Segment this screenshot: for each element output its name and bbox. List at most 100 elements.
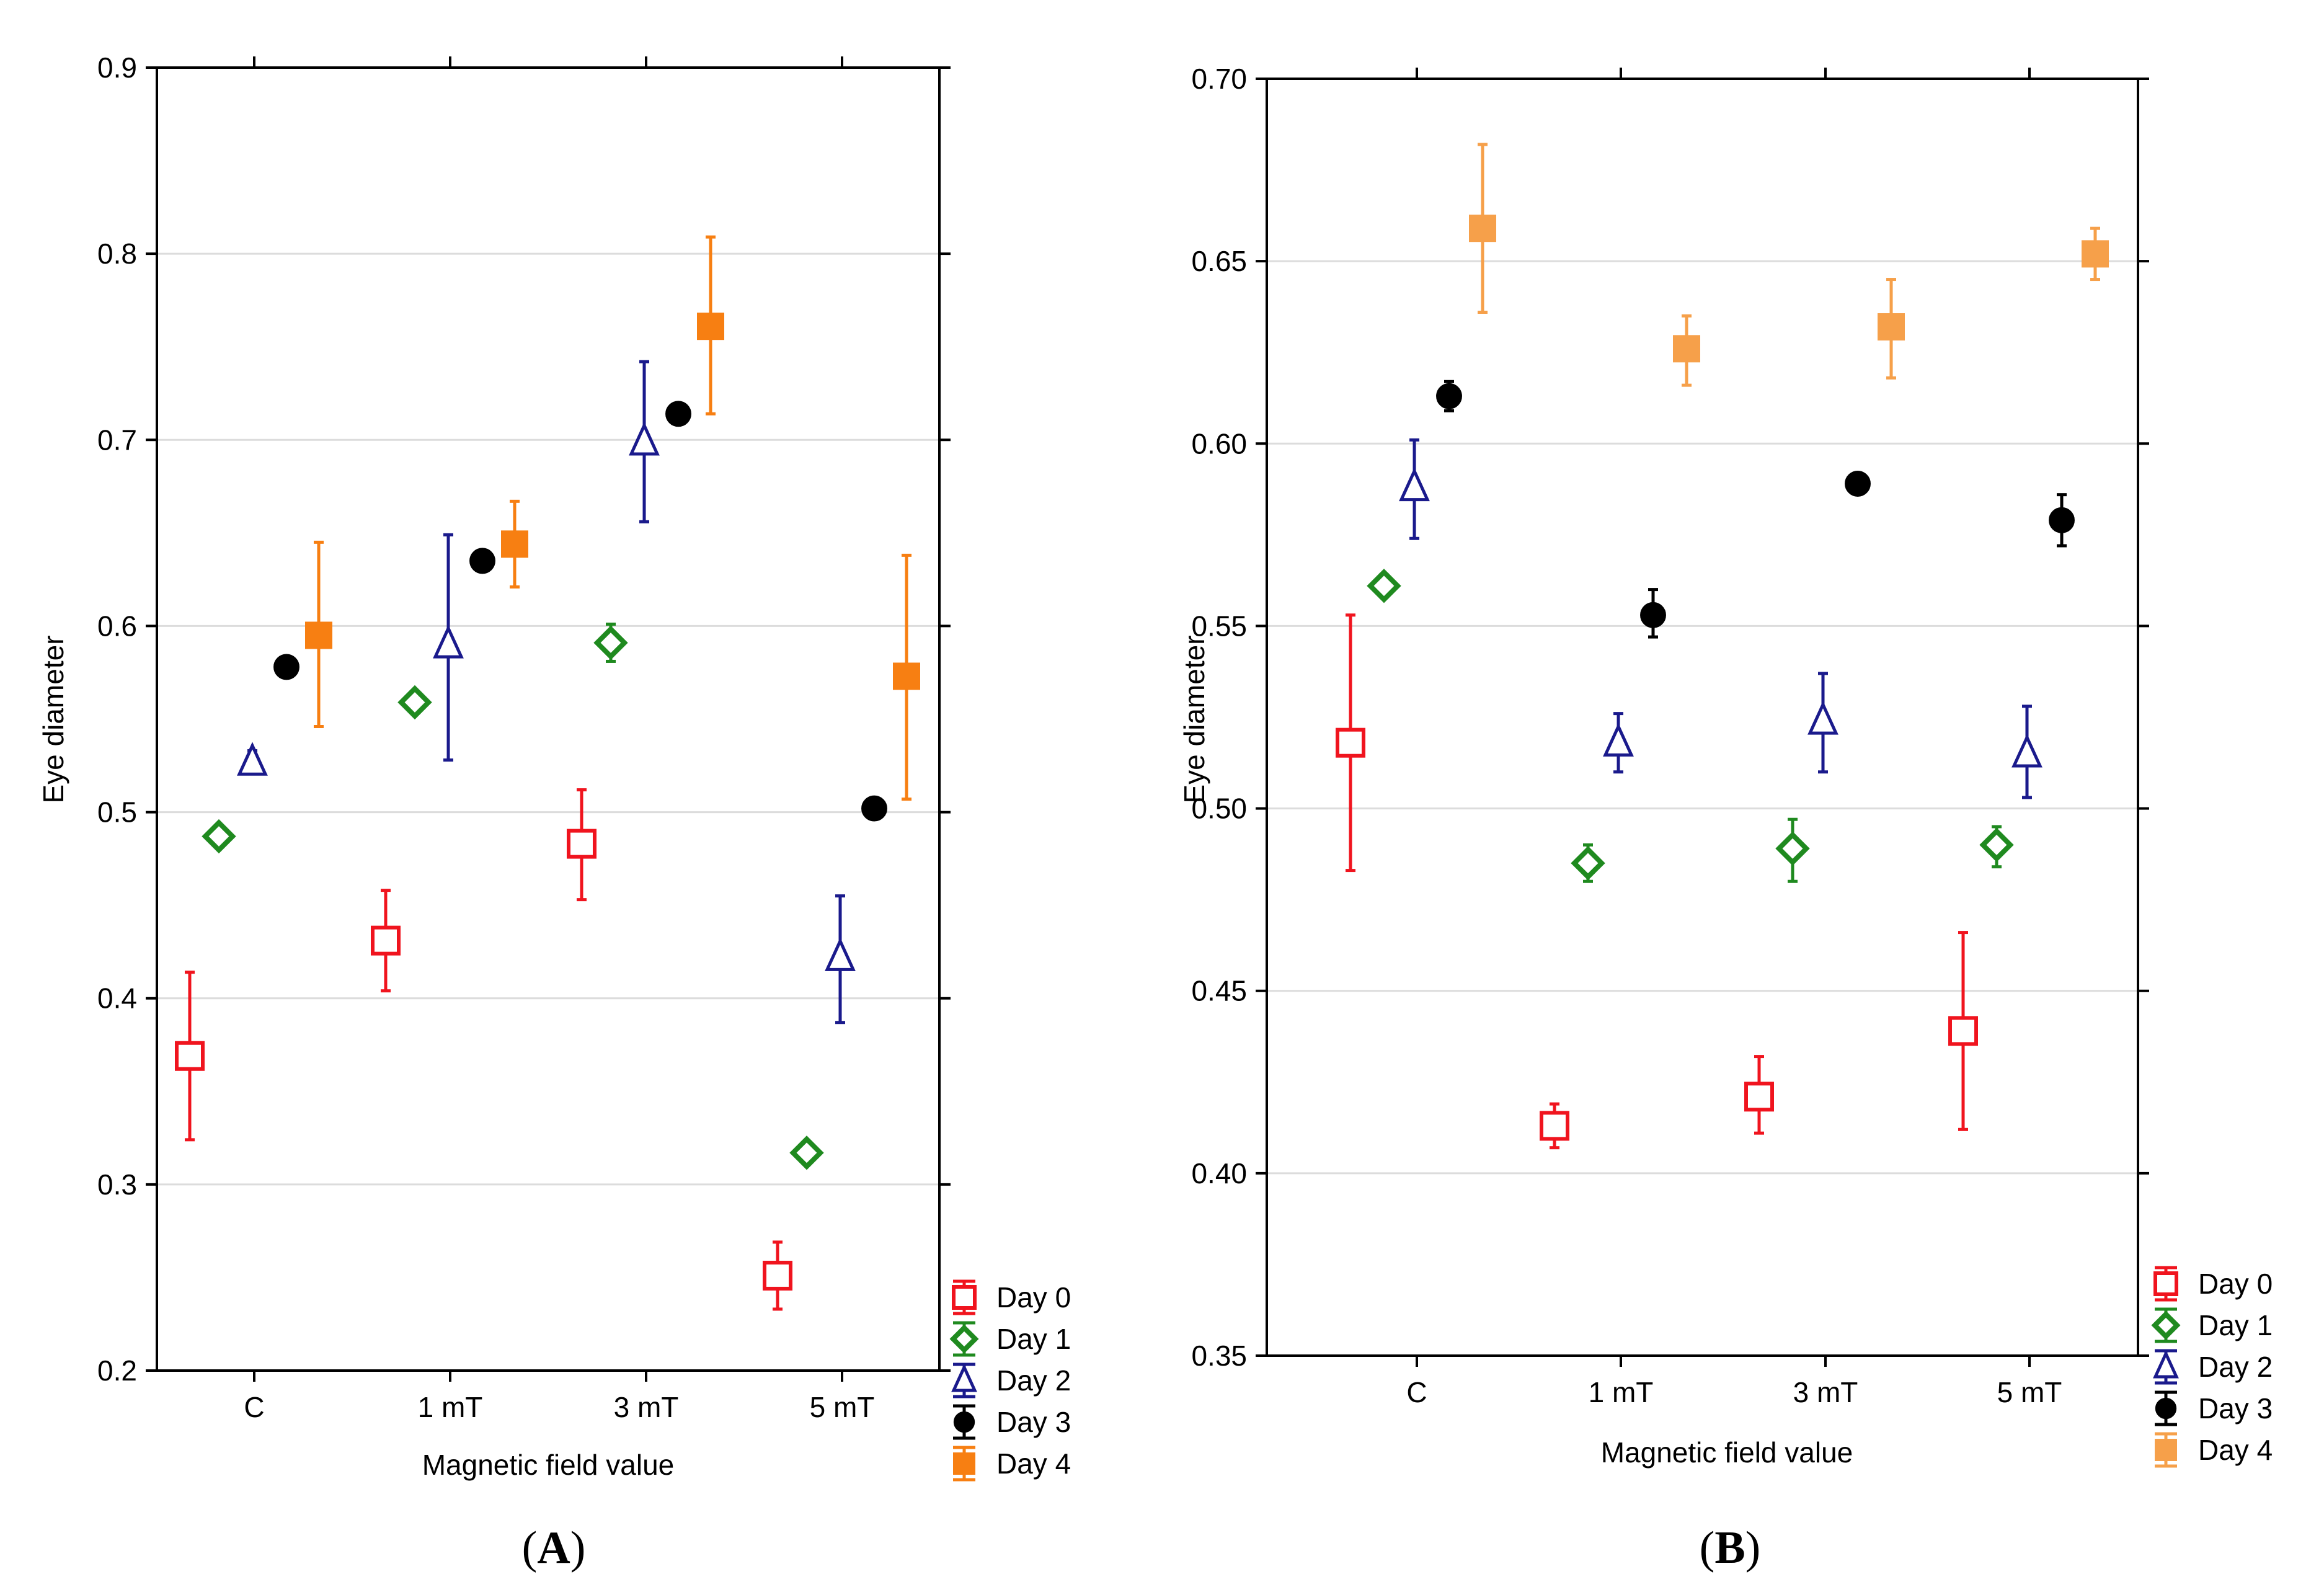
point-b-day-3 (2049, 507, 2075, 533)
y-tick-label-a: 0.9 (97, 51, 137, 84)
grid-lines-b (1267, 260, 2138, 1175)
y-tick-label-b: 0.65 (1191, 245, 1247, 277)
point-b-day-0 (1336, 727, 1365, 758)
legend-marker-a (953, 1452, 975, 1475)
x-tick-label-a: 5 mT (810, 1391, 875, 1423)
x-tick-label-b: C (1406, 1376, 1427, 1408)
point-a-day-4 (697, 313, 724, 340)
y-tick-label-a: 0.5 (97, 796, 137, 829)
y-axis-title-a: Eye diameter (37, 635, 69, 803)
legend-marker-a (953, 1411, 975, 1433)
legend-label-a: Day 0 (996, 1281, 1071, 1314)
data-marks-b (1336, 143, 2109, 1150)
legend-item-a: Day 3 (953, 1404, 1071, 1440)
point-a-day-4 (501, 530, 528, 558)
point-b-day-1 (1571, 846, 1605, 881)
legend-label-b: Day 0 (2198, 1268, 2273, 1300)
point-a-day-4 (893, 662, 920, 690)
x-tick-label-a: 3 mT (614, 1391, 679, 1423)
point-b-day-2 (1399, 467, 1430, 502)
point-b-day-0 (1744, 1082, 1774, 1112)
point-a-day-4 (305, 621, 332, 649)
y-tick-label-a: 0.8 (97, 238, 137, 270)
legend-label-a: Day 4 (996, 1447, 1071, 1480)
chart-panel-b: 0.35 0.40 0.45 0.50 0.55 0.60 0.65 0.70 C 1 mT 3 … (1178, 63, 2273, 1573)
point-a-day-1 (397, 685, 432, 720)
point-b-day-1 (1775, 831, 1810, 866)
point-b-day-2 (1807, 701, 1838, 735)
y-tick-label-b: 0.40 (1191, 1157, 1247, 1189)
point-a-day-0 (371, 925, 401, 956)
point-b-day-4 (1469, 215, 1496, 242)
point-a-day-2 (237, 742, 268, 776)
data-marks-a (175, 235, 920, 1311)
y-tick-label-b: 0.45 (1191, 975, 1247, 1007)
legend-item-a: Day 2 (951, 1363, 1071, 1398)
y-tick-label-b: 0.50 (1191, 793, 1247, 825)
point-a-day-3 (665, 401, 691, 427)
point-a-day-3 (273, 654, 299, 680)
point-a-day-2 (629, 422, 660, 456)
x-axis-title-b: Magnetic field value (1601, 1436, 1853, 1469)
x-tick-label-a: 1 mT (418, 1391, 483, 1423)
panel-label-b: (B) (1700, 1523, 1761, 1573)
y-axis-a: 0.2 0.3 0.4 0.5 0.6 0.7 0.8 0.9 (97, 51, 951, 1387)
legend-marker-a (949, 1324, 979, 1354)
point-b-day-4 (1878, 313, 1905, 341)
legend-item-a: Day 1 (949, 1321, 1071, 1357)
point-a-day-2 (433, 625, 464, 659)
point-a-day-3 (469, 548, 495, 574)
y-tick-label-a: 0.3 (97, 1168, 137, 1201)
point-a-day-1 (593, 625, 628, 660)
legend-item-b: Day 3 (2155, 1390, 2273, 1426)
x-axis-title-a: Magnetic field value (422, 1449, 675, 1481)
point-a-day-3 (861, 795, 887, 822)
point-a-day-1 (789, 1136, 824, 1170)
legend-label-b: Day 3 (2198, 1392, 2273, 1425)
point-b-day-3 (1640, 602, 1666, 628)
legend-a: Day 0 Day 1 Day 2 Day 3 Day 4 (949, 1279, 1071, 1482)
x-axis-a: C 1 mT 3 mT 5 mT (244, 56, 874, 1423)
legend-item-b: Day 2 (2153, 1349, 2273, 1385)
point-a-day-0 (567, 829, 597, 859)
legend-marker-b (2153, 1271, 2178, 1296)
legend-item-b: Day 1 (2151, 1307, 2273, 1343)
legend-b: Day 0 Day 1 Day 2 Day 3 Day 4 (2151, 1266, 2273, 1468)
legend-label-b: Day 2 (2198, 1351, 2273, 1383)
y-axis-b: 0.35 0.40 0.45 0.50 0.55 0.60 0.65 0.70 (1191, 63, 2149, 1372)
x-tick-label-b: 5 mT (1997, 1376, 2062, 1408)
grid-lines-a (157, 252, 939, 1186)
point-b-day-1 (1367, 569, 1401, 603)
legend-label-a: Day 2 (996, 1364, 1071, 1397)
chart-panel-a: 0.2 0.3 0.4 0.5 0.6 0.7 0.8 0.9 C 1 mT 3 mT 5 mT E… (37, 51, 1071, 1573)
legend-marker-b (2155, 1397, 2177, 1420)
y-axis-title-b: Eye diameter (1178, 635, 1210, 803)
point-b-day-2 (1603, 722, 1634, 757)
point-b-day-3 (1845, 471, 1871, 497)
point-b-day-0 (1948, 1016, 1978, 1046)
y-tick-label-a: 0.7 (97, 424, 137, 456)
legend-marker-a (951, 1363, 977, 1392)
point-a-day-0 (175, 1041, 205, 1071)
x-axis-b: C 1 mT 3 mT 5 mT (1406, 68, 2062, 1408)
point-a-day-0 (763, 1260, 792, 1291)
legend-label-b: Day 1 (2198, 1309, 2273, 1341)
plot-frame-b (1266, 78, 2139, 1357)
legend-label-a: Day 1 (996, 1323, 1071, 1355)
y-tick-label-b: 0.60 (1191, 427, 1247, 460)
y-tick-label-a: 0.4 (97, 982, 137, 1015)
point-b-day-1 (1979, 827, 2014, 863)
legend-label-b: Day 4 (2198, 1434, 2273, 1466)
y-tick-label-b: 0.55 (1191, 610, 1247, 642)
point-b-day-4 (1673, 335, 1700, 363)
point-a-day-1 (202, 819, 236, 854)
x-tick-label-b: 1 mT (1589, 1376, 1654, 1408)
point-a-day-2 (825, 937, 856, 971)
legend-item-b: Day 0 (2153, 1266, 2273, 1302)
point-b-day-4 (2082, 240, 2109, 268)
legend-marker-a (952, 1285, 977, 1310)
plot-frame-a (156, 66, 941, 1372)
point-b-day-0 (1540, 1111, 1569, 1141)
legend-marker-b (2155, 1439, 2177, 1461)
